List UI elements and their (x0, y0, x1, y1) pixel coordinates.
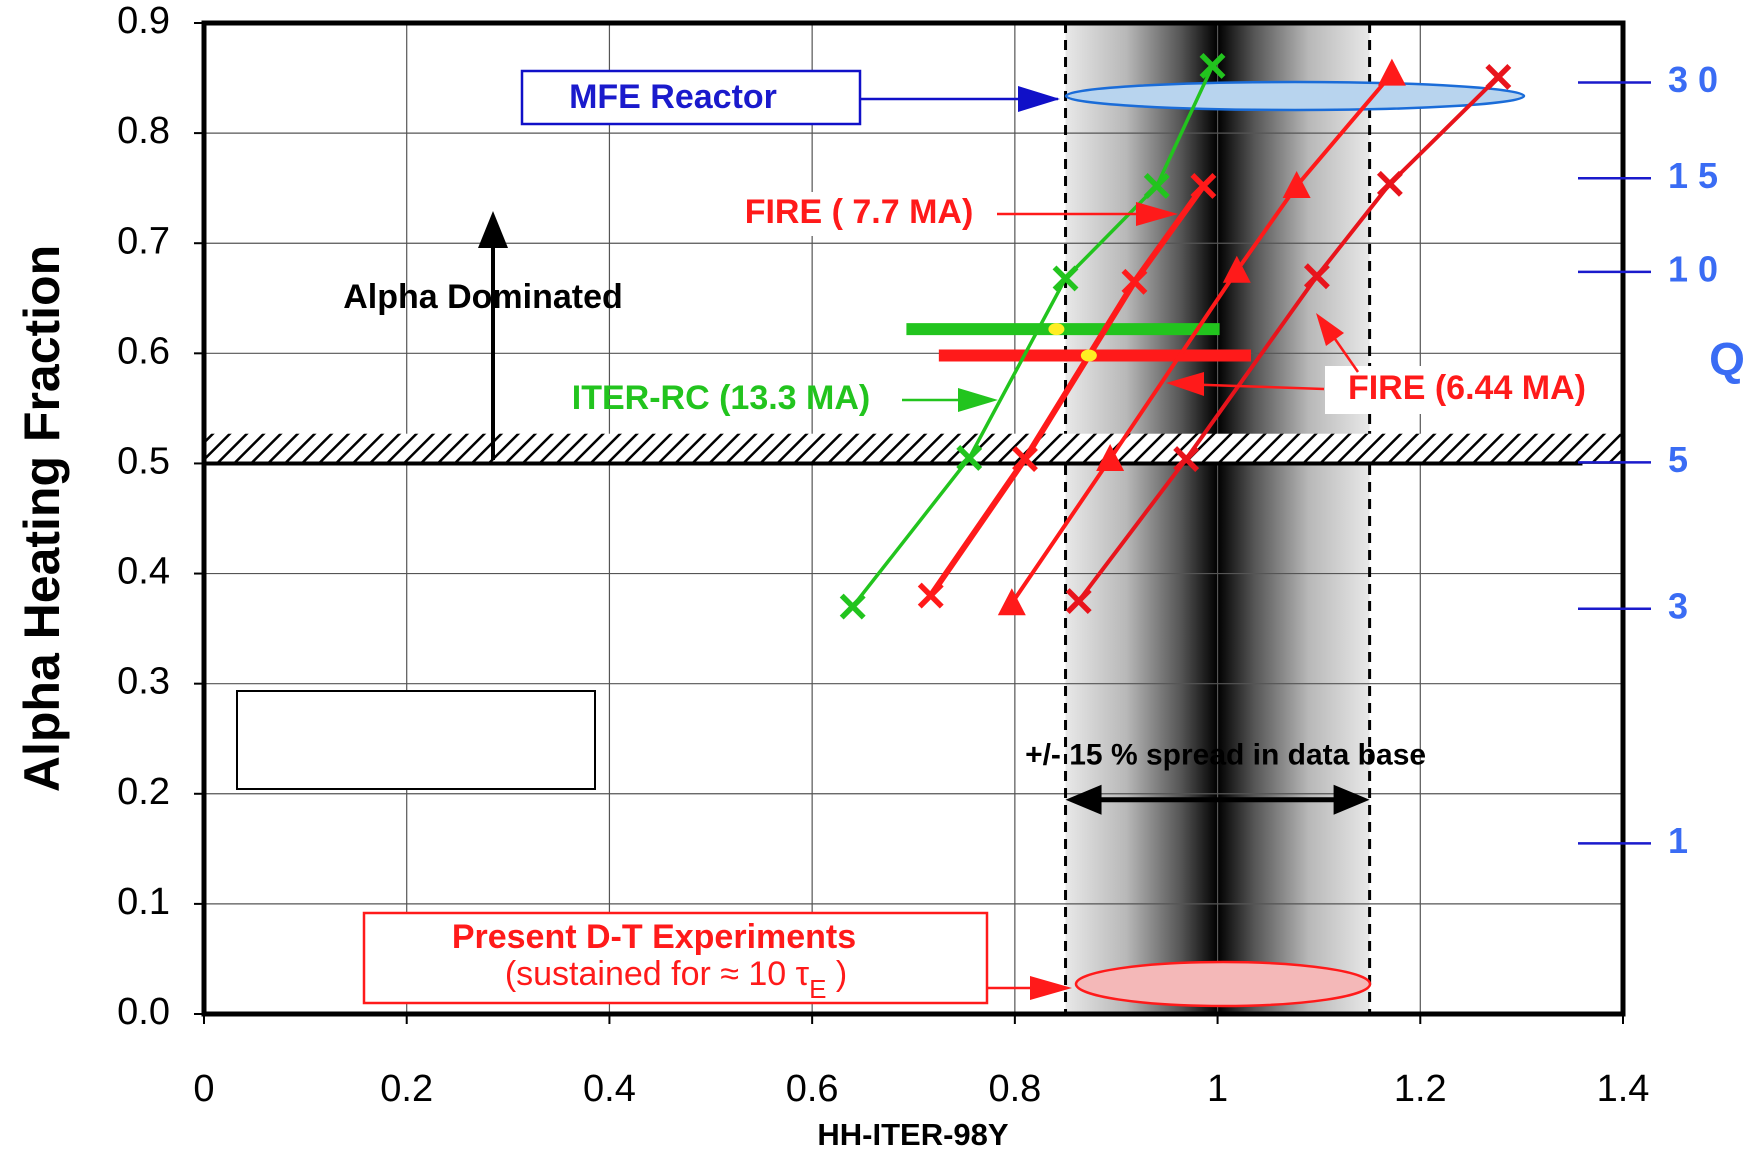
y-tick-label: 0.8 (117, 110, 170, 152)
marker (956, 444, 983, 471)
marker (1377, 58, 1406, 86)
marker (1485, 64, 1512, 90)
q-tick-label: 3 (1668, 585, 1688, 626)
marker (1096, 444, 1125, 472)
x-tick-label: 1.4 (1597, 1068, 1650, 1110)
annotation-part: ) (826, 955, 847, 993)
annotation-bg (722, 192, 997, 236)
marker (1376, 170, 1403, 197)
q-tick-label: 3 0 (1668, 59, 1718, 100)
annotation: FIRE (6.44 MA) (1348, 369, 1586, 407)
arrow-head (1316, 313, 1344, 346)
plot-frame (201, 20, 1626, 1017)
arrow-head (478, 211, 508, 248)
spread-label: +/- 15 % spread in data base (1025, 739, 1426, 772)
range-point (1048, 323, 1065, 336)
y-tick-label: 0.7 (117, 220, 170, 262)
arrow-head (1030, 976, 1072, 1000)
arrow-head (1333, 784, 1370, 815)
marker (1173, 446, 1200, 472)
marker (1199, 52, 1226, 79)
range-point (1080, 349, 1097, 362)
marker (997, 588, 1026, 616)
x-tick-label: 1.2 (1394, 1068, 1447, 1110)
y-tick-label: 0.2 (117, 771, 170, 813)
marker (1012, 446, 1038, 472)
arrow-head (1136, 202, 1178, 226)
dt-region (1074, 960, 1372, 1008)
marker (1065, 588, 1092, 615)
x-tick-label: 0 (193, 1068, 214, 1110)
hatch-band (204, 433, 1623, 464)
annotation-bg (1325, 366, 1610, 414)
y-tick-label: 0.6 (117, 330, 170, 372)
annotation: FIRE ( 7.7 MA) (745, 193, 974, 231)
marker (839, 593, 866, 620)
marker (1190, 173, 1217, 199)
q-label: Q (1709, 333, 1745, 385)
y-tick-label: 0.4 (117, 551, 170, 593)
x-tick-label: 0.2 (380, 1068, 433, 1110)
annotation-part: E (809, 974, 826, 1004)
q-tick-label: 1 5 (1668, 155, 1718, 196)
x-tick-label: 1 (1207, 1068, 1228, 1110)
marker (1282, 170, 1311, 198)
y-tick-label: 0.5 (117, 440, 170, 482)
y-tick-label: 0.9 (117, 0, 170, 42)
marker (1052, 265, 1079, 292)
x-tick-label: 0.4 (583, 1068, 636, 1110)
annotation: Alpha Dominated (343, 278, 623, 316)
x-axis-label: HH-ITER-98Y (817, 1117, 1009, 1152)
q-tick-label: 1 (1668, 820, 1688, 861)
annotation-box (362, 911, 989, 1005)
marker (1222, 255, 1251, 283)
y-tick-label: 0.0 (117, 991, 170, 1033)
annotation-part: (sustained for ≈ 10 τ (505, 955, 810, 993)
annotation-box (520, 69, 862, 126)
legend-box (236, 690, 596, 790)
annotation: MFE Reactor (569, 78, 777, 116)
y-axis-label: Alpha Heating Fraction (14, 245, 70, 792)
arrow-head (1018, 86, 1060, 112)
arrow-head (1065, 784, 1102, 815)
annotation: ITER-RC (13.3 MA) (572, 379, 870, 417)
y-tick-label: 0.1 (117, 881, 170, 923)
annotation: Present D-T Experiments (452, 918, 856, 956)
background-layer: +/- 15 % spread in data base 0 0.2 0.4 0.6 0.… (14, 0, 1745, 1152)
marker (1143, 173, 1170, 199)
x-tick-label: 0.6 (786, 1068, 839, 1110)
q-tick-label: 1 0 (1668, 248, 1718, 289)
arrow-head (958, 388, 998, 412)
q-tick-label: 5 (1668, 439, 1688, 480)
annotation: (sustained for ≈ 10 τE ) (505, 955, 847, 1004)
x-tick-label: 0.8 (988, 1068, 1041, 1110)
y-tick-label: 0.3 (117, 661, 170, 703)
mfe-region (1064, 80, 1526, 112)
annotation-layer: MFE Reactor FIRE ( 7.7 MA) Alpha Dominat… (236, 69, 1610, 1005)
series-line (928, 184, 1206, 598)
marker (1303, 263, 1330, 290)
marker (917, 582, 944, 609)
marker (1121, 268, 1148, 295)
arrow-head (1166, 372, 1204, 396)
